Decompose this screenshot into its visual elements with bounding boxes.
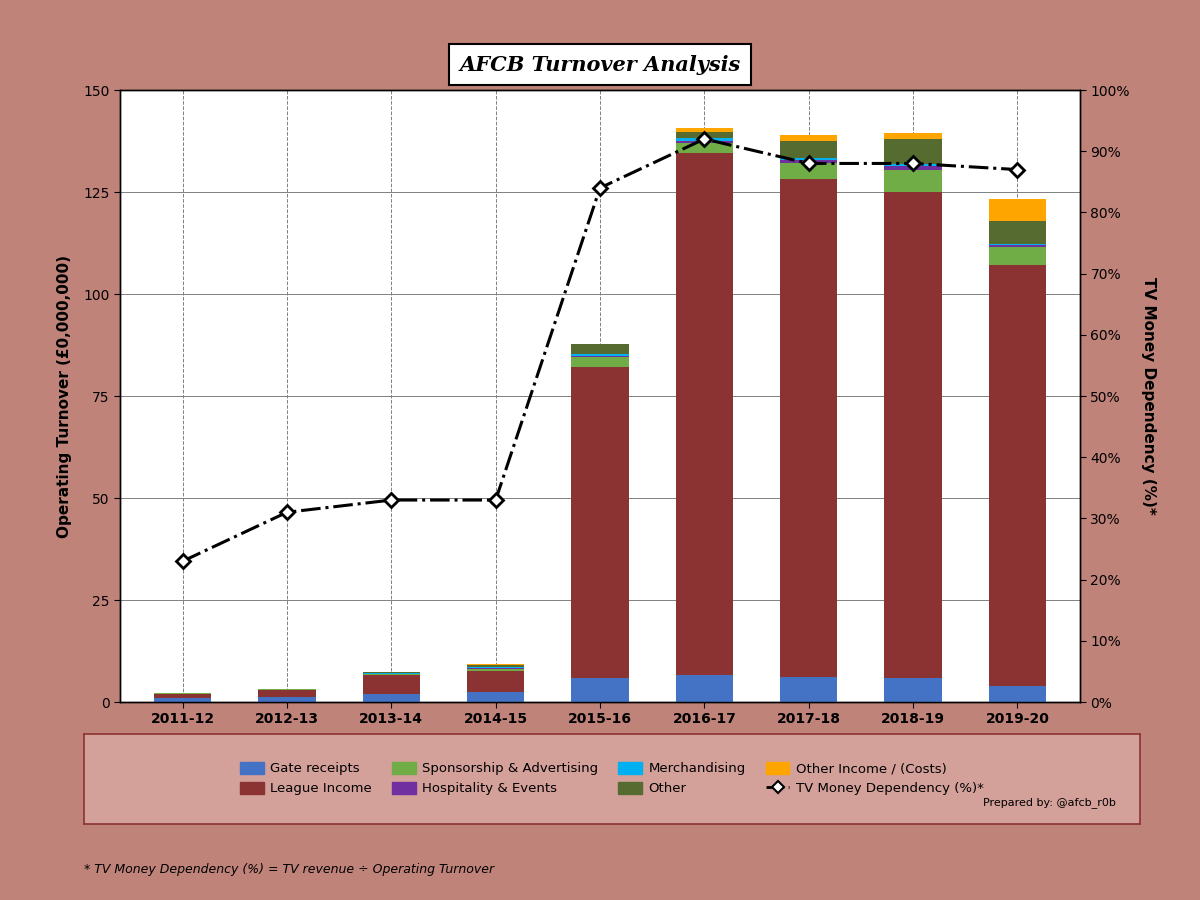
Bar [467,671,524,692]
TV Money Dependency (%)* [593,183,607,194]
Bar [571,354,629,356]
Bar [362,672,420,673]
Line: TV Money Dependency (%)*: TV Money Dependency (%)* [178,134,1022,566]
Bar [884,678,942,702]
Bar [884,133,942,140]
Bar [884,169,942,192]
Bar [989,686,1046,702]
Bar [676,138,733,140]
Bar [571,344,629,354]
Bar [989,199,1046,221]
Bar [154,698,211,702]
Bar [780,677,838,702]
Text: * TV Money Dependency (%) = TV revenue ÷ Operating Turnover: * TV Money Dependency (%) = TV revenue ÷… [84,863,494,876]
TV Money Dependency (%)* [280,507,294,517]
Bar [676,140,733,143]
Legend: Gate receipts, League Income, Sponsorship & Advertising, Hospitality & Events, M: Gate receipts, League Income, Sponsorshi… [234,755,990,802]
Title: AFCB Turnover Analysis: AFCB Turnover Analysis [460,55,740,75]
Text: Prepared by: @afcb_r0b: Prepared by: @afcb_r0b [983,797,1116,808]
TV Money Dependency (%)* [384,495,398,506]
Bar [258,698,316,702]
Bar [780,160,838,163]
Bar [780,158,838,160]
TV Money Dependency (%)* [488,495,503,506]
Bar [989,244,1046,246]
Bar [467,692,524,702]
Bar [884,192,942,678]
Bar [989,266,1046,686]
Bar [467,664,524,665]
Bar [780,135,838,141]
Bar [780,179,838,677]
TV Money Dependency (%)* [1010,164,1025,175]
Bar [676,676,733,702]
TV Money Dependency (%)* [697,133,712,144]
Bar [780,163,838,179]
Bar [676,153,733,676]
Bar [676,132,733,138]
Bar [989,221,1046,244]
Bar [989,246,1046,248]
Bar [989,248,1046,266]
Bar [676,128,733,132]
Bar [571,678,629,702]
Bar [362,694,420,702]
Bar [467,665,524,667]
Bar [258,689,316,698]
Bar [154,694,211,698]
Bar [676,143,733,153]
Bar [362,674,420,676]
TV Money Dependency (%)* [906,158,920,169]
TV Money Dependency (%)* [802,158,816,169]
Bar [884,166,942,169]
Bar [467,670,524,671]
Bar [362,676,420,694]
Bar [571,357,629,367]
Y-axis label: TV Money Dependency (%)*: TV Money Dependency (%)* [1141,277,1156,515]
Bar [780,141,838,158]
Bar [467,668,524,670]
TV Money Dependency (%)* [175,556,190,567]
Bar [571,367,629,678]
Bar [884,140,942,164]
Bar [571,356,629,357]
Y-axis label: Operating Turnover (£0,000,000): Operating Turnover (£0,000,000) [58,255,72,537]
Bar [884,164,942,166]
